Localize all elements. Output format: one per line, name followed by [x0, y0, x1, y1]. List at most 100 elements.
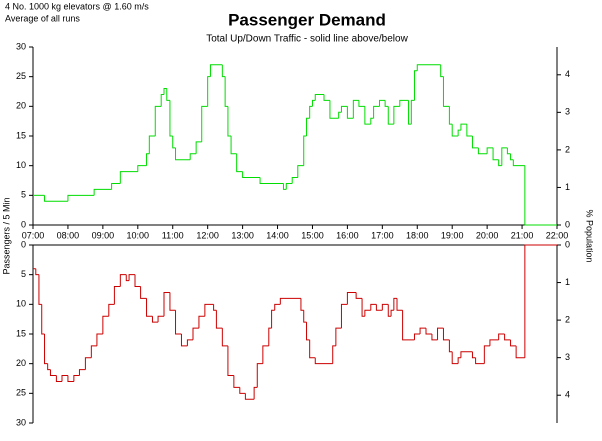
step-segment — [271, 309, 275, 329]
y2-tick-label: 1 — [565, 182, 570, 192]
y2-tick-label: 2 — [565, 144, 570, 154]
step-segment — [119, 274, 127, 287]
step-segment — [113, 286, 121, 305]
step-segment — [309, 105, 313, 119]
step-segment — [419, 327, 426, 334]
step-segment — [393, 297, 398, 311]
step-segment — [242, 171, 261, 179]
y-tick-label: 10 — [16, 299, 26, 309]
step-segment — [390, 309, 394, 317]
y2-tick-label: 4 — [565, 69, 570, 79]
y2-tick-label: 0 — [565, 239, 570, 249]
step-segment — [306, 117, 310, 136]
step-segment — [352, 99, 359, 119]
step-segment — [221, 328, 228, 347]
step-segment — [431, 334, 438, 341]
step-segment — [303, 310, 307, 323]
step-segment — [253, 386, 258, 400]
step-segment — [93, 188, 112, 196]
step-segment — [515, 345, 525, 359]
y-tick-label: 15 — [16, 130, 26, 140]
step-segment — [128, 274, 136, 281]
step-segment — [381, 303, 389, 311]
step-segment — [262, 345, 269, 364]
step-segment — [340, 105, 348, 113]
step-segment — [125, 274, 130, 282]
step-segment — [451, 124, 459, 137]
step-segment — [361, 298, 365, 317]
step-segment — [483, 345, 490, 364]
y2-axis-title: % Population — [585, 209, 595, 262]
step-segment — [471, 136, 479, 149]
step-segment — [186, 339, 193, 346]
y-tick-label: 20 — [16, 101, 26, 111]
step-segment — [259, 177, 284, 184]
step-segment — [175, 310, 182, 335]
step-segment — [510, 339, 517, 347]
y2-tick-label: 3 — [565, 107, 570, 117]
step-segment — [163, 88, 167, 95]
step-segment — [364, 106, 371, 125]
step-segment — [471, 351, 476, 359]
step-segment — [466, 124, 473, 137]
y-axis-title: Passengers / 5 Min — [1, 197, 11, 274]
step-segment — [387, 106, 394, 125]
step-segment — [134, 274, 141, 288]
y2-tick-label: 4 — [565, 390, 570, 400]
step-segment — [492, 147, 499, 161]
step-segment — [90, 345, 97, 358]
step-segment — [323, 94, 330, 101]
step-segment — [375, 304, 383, 311]
step-segment — [256, 363, 263, 388]
y2-tick-label: 0 — [565, 219, 570, 229]
step-segment — [358, 100, 365, 107]
step-segment — [239, 387, 246, 394]
y-tick-label: 20 — [16, 358, 26, 368]
step-segment — [230, 136, 237, 155]
step-segment — [146, 298, 153, 317]
x-tick-label: 14:00 — [266, 230, 289, 240]
x-tick-label: 22:00 — [546, 230, 569, 240]
step-segment — [498, 159, 502, 167]
step-segment — [329, 100, 339, 119]
step-segment — [140, 286, 147, 299]
step-segment — [510, 153, 514, 161]
step-segment — [207, 76, 211, 107]
step-segment — [399, 99, 409, 107]
step-segment — [442, 328, 450, 341]
step-segment — [442, 76, 450, 107]
step-segment — [204, 303, 214, 317]
x-tick-label: 21:00 — [511, 230, 534, 240]
step-segment — [268, 327, 272, 346]
x-tick-label: 16:00 — [336, 230, 359, 240]
y-tick-label: 5 — [21, 190, 26, 200]
step-segment — [440, 64, 444, 78]
step-segment — [44, 334, 48, 365]
step-segment — [192, 327, 199, 340]
step-segment — [227, 106, 232, 137]
step-segment — [180, 334, 188, 347]
x-tick-label: 18:00 — [406, 230, 429, 240]
y2-tick-label: 1 — [565, 277, 570, 287]
step-segment — [285, 182, 293, 190]
step-segment — [198, 315, 205, 329]
step-segment — [504, 334, 511, 341]
step-segment — [244, 393, 255, 400]
step-segment — [274, 303, 281, 311]
step-segment — [175, 147, 191, 161]
step-segment — [160, 93, 164, 107]
step-segment — [303, 135, 307, 166]
step-segment — [370, 303, 377, 311]
step-segment — [49, 369, 57, 377]
x-tick-label: 19:00 — [441, 230, 464, 240]
step-segment — [346, 291, 357, 305]
step-segment — [151, 316, 159, 323]
x-tick-label: 12:00 — [196, 230, 219, 240]
x-tick-label: 11:00 — [162, 230, 184, 240]
step-segment — [413, 333, 421, 340]
step-segment — [486, 147, 494, 154]
step-segment — [169, 292, 176, 311]
step-segment — [425, 328, 432, 335]
annotation: 4 No. 1000 kg elevators @ 1.60 m/s — [5, 1, 149, 11]
step-segment — [213, 304, 217, 311]
